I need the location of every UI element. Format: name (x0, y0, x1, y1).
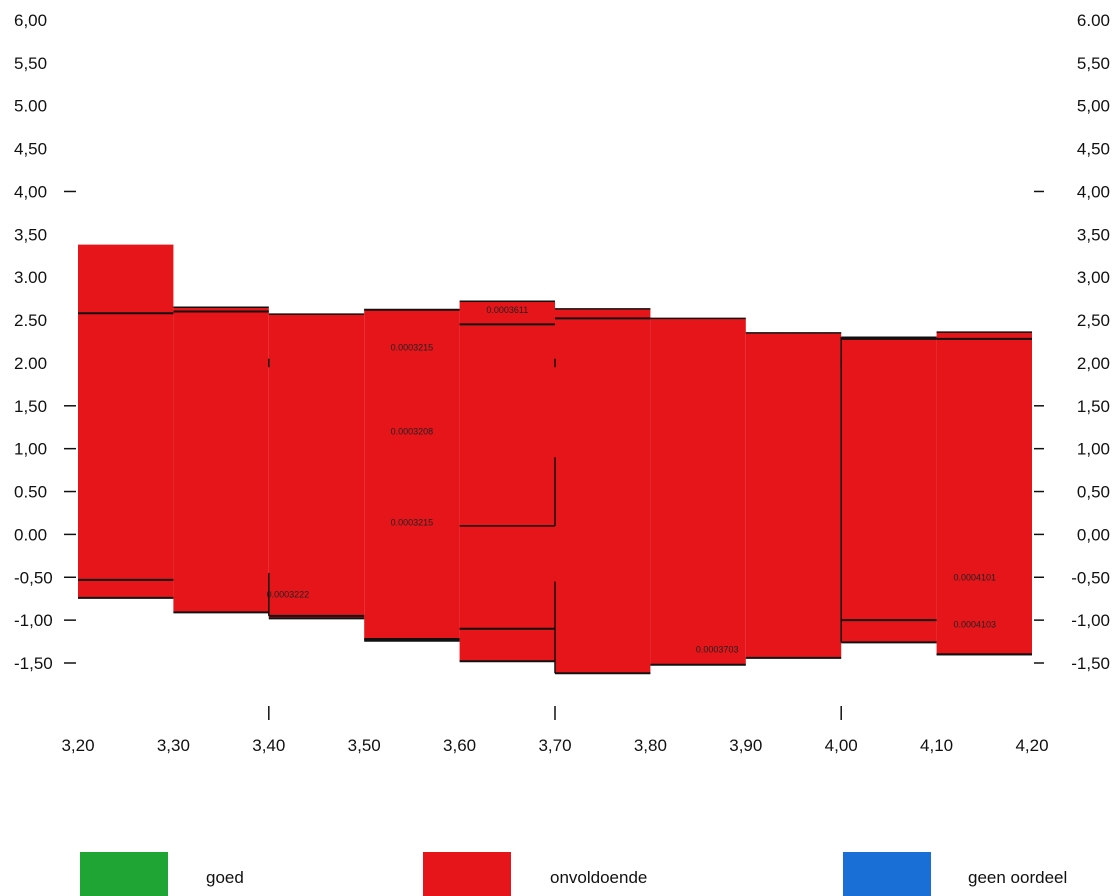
y-tick-label-right: 2,50 (1077, 311, 1110, 330)
data-label: 0.0004103 (953, 619, 996, 629)
x-tick-label: 3,50 (348, 736, 381, 755)
y-tick-label-left: -1,00 (14, 611, 53, 630)
x-tick-label: 3,80 (634, 736, 667, 755)
y-tick-label-right: 0,50 (1077, 483, 1110, 502)
y-tick-label-right: -1,00 (1071, 611, 1110, 630)
y-tick-label-left: 0.50 (14, 483, 47, 502)
x-tick-label: 3,20 (61, 736, 94, 755)
y-tick-label-right: -1,50 (1071, 654, 1110, 673)
y-tick-label-right: 4,50 (1077, 140, 1110, 159)
y-tick-label-left: 3,50 (14, 225, 47, 244)
x-tick-label: 3,60 (443, 736, 476, 755)
legend-swatch (843, 852, 931, 896)
legend: goed onvoldoende geen oordeel (80, 852, 1067, 896)
data-label: 0.0003703 (696, 644, 739, 654)
y-tick-label-right: 1,50 (1077, 397, 1110, 416)
y-tick-label-right: 3,00 (1077, 268, 1110, 287)
y-tick-label-right: -0,50 (1071, 568, 1110, 587)
y-tick-label-left: 5.00 (14, 97, 47, 116)
y-tick-label-left: 2.50 (14, 311, 47, 330)
bar (745, 332, 842, 658)
data-label: 0.0003611 (486, 305, 528, 315)
y-tick-label-right: 0,00 (1077, 525, 1110, 544)
data-label: 0.0003215 (391, 517, 434, 527)
edge-lines-layer (78, 300, 1032, 675)
data-label: 0.0004101 (953, 572, 996, 582)
y-tick-label-left: -0,50 (14, 568, 53, 587)
x-tick-label: 4,00 (825, 736, 858, 755)
y-tick-label-right: 4,00 (1077, 182, 1110, 201)
y-tick-label-left: 2.00 (14, 354, 47, 373)
data-label: 0.0003215 (391, 343, 434, 353)
y-tick-label-left: 4,00 (14, 182, 47, 201)
bar (173, 307, 269, 613)
x-tick-label: 3,30 (157, 736, 190, 755)
x-tick-label: 3,40 (252, 736, 285, 755)
bar (459, 301, 555, 662)
y-tick-label-left: 5,50 (14, 54, 47, 73)
bar (555, 308, 651, 674)
y-tick-label-left: 6,00 (14, 11, 47, 30)
y-tick-label-left: 1,00 (14, 440, 47, 459)
bars-layer (78, 244, 1032, 674)
legend-label: goed (206, 868, 244, 887)
y-tick-label-right: 3,50 (1077, 225, 1110, 244)
ticks-layer: 6,00 6.00 5,50 5,50 5.00 5,00 4,50 4,50 4,00 4,00… (14, 11, 1110, 755)
bar (650, 318, 746, 665)
y-tick-label-left: 4,50 (14, 140, 47, 159)
y-tick-label-left: 1,50 (14, 397, 47, 416)
x-tick-label: 3,70 (538, 736, 571, 755)
legend-swatch (423, 852, 511, 896)
y-tick-label-left: -1,50 (14, 654, 53, 673)
legend-label: onvoldoende (550, 868, 647, 887)
y-tick-label-left: 3.00 (14, 268, 47, 287)
legend-label: geen oordeel (968, 868, 1067, 887)
y-tick-label-left: 0.00 (14, 525, 47, 544)
y-tick-label-right: 6.00 (1077, 11, 1110, 30)
bar (936, 332, 1032, 655)
y-tick-label-right: 5,50 (1077, 54, 1110, 73)
legend-swatch (80, 852, 168, 896)
bar (78, 244, 174, 598)
y-tick-label-right: 5,00 (1077, 97, 1110, 116)
data-label: 0.0003208 (391, 427, 434, 437)
x-tick-label: 3,90 (729, 736, 762, 755)
bar (364, 309, 460, 641)
data-label: 0.0003222 (267, 589, 310, 599)
bar (268, 314, 365, 619)
x-tick-label: 4,20 (1015, 736, 1048, 755)
y-tick-label-right: 2,00 (1077, 354, 1110, 373)
bar (841, 337, 937, 643)
x-tick-label: 4,10 (920, 736, 953, 755)
data-labels-layer: 0.0003215 0.0003208 0.0003215 0.0003222 0.00… (267, 305, 996, 655)
y-tick-label-right: 1,00 (1077, 440, 1110, 459)
